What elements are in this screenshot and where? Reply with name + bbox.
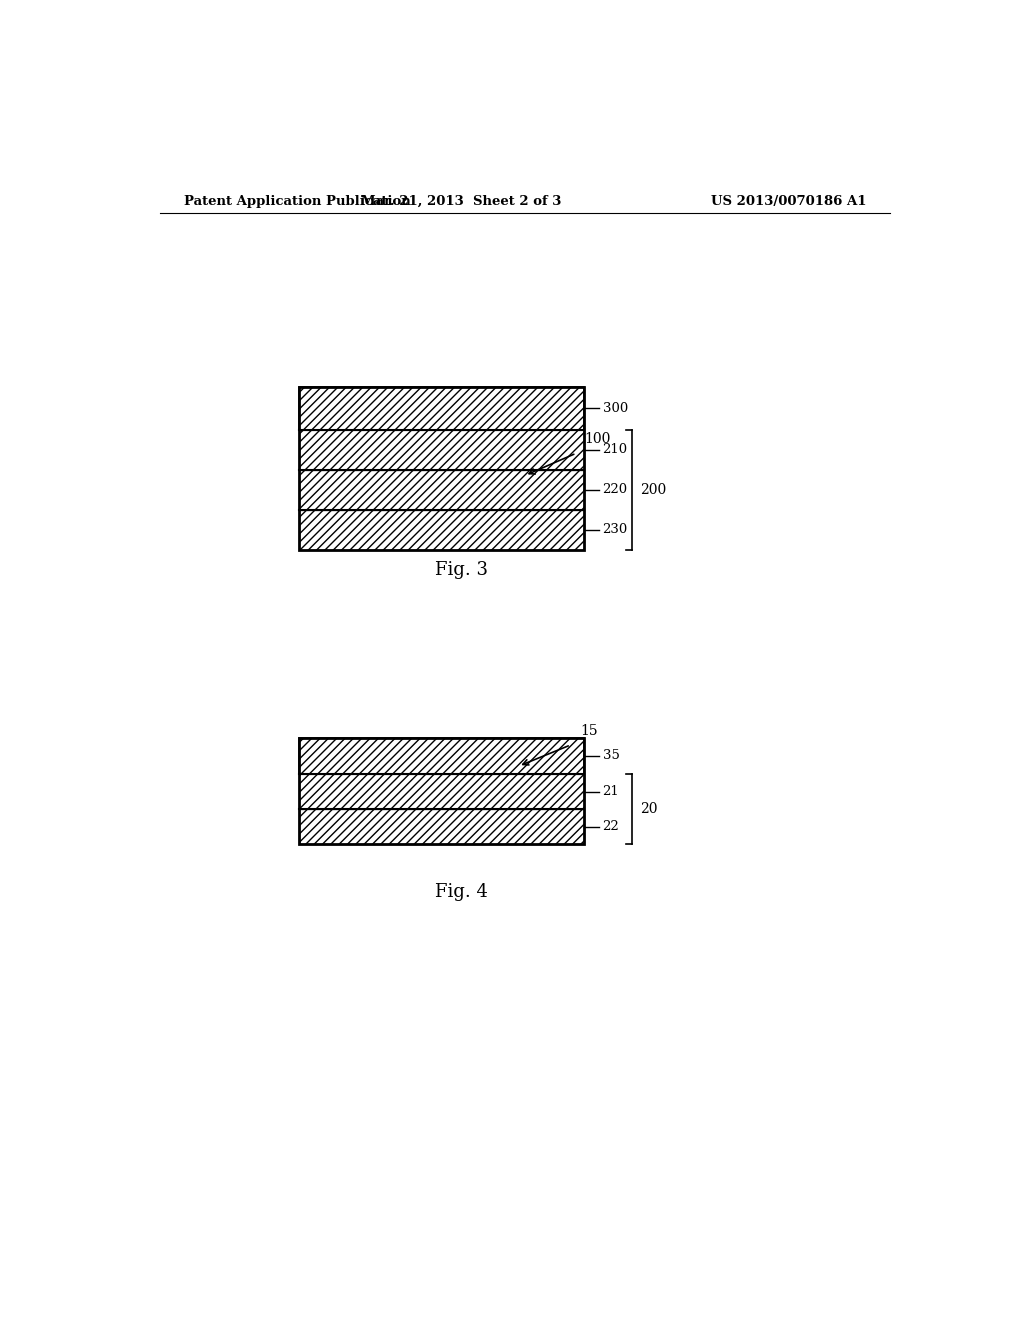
Bar — [299, 809, 585, 845]
Text: 15: 15 — [581, 723, 598, 738]
Bar — [299, 387, 585, 429]
Text: Fig. 3: Fig. 3 — [435, 561, 487, 579]
Text: Mar. 21, 2013  Sheet 2 of 3: Mar. 21, 2013 Sheet 2 of 3 — [361, 194, 561, 207]
Text: 22: 22 — [602, 820, 620, 833]
Text: 35: 35 — [602, 750, 620, 763]
Text: 200: 200 — [640, 483, 667, 496]
Bar — [299, 429, 585, 470]
Bar — [299, 738, 585, 845]
Text: Patent Application Publication: Patent Application Publication — [183, 194, 411, 207]
Text: 220: 220 — [602, 483, 628, 496]
Text: 20: 20 — [640, 803, 657, 816]
Text: 21: 21 — [602, 785, 620, 799]
Bar — [299, 738, 585, 774]
Bar — [299, 738, 585, 774]
Bar — [299, 470, 585, 510]
Bar — [299, 387, 585, 429]
Text: 210: 210 — [602, 444, 628, 457]
Text: 100: 100 — [585, 432, 610, 446]
Text: 300: 300 — [602, 401, 628, 414]
Bar — [299, 510, 585, 549]
Text: 230: 230 — [602, 523, 628, 536]
Bar — [299, 774, 585, 809]
Bar — [299, 510, 585, 549]
Bar — [299, 774, 585, 809]
Bar — [299, 387, 585, 549]
Bar — [299, 470, 585, 510]
Text: Fig. 4: Fig. 4 — [435, 883, 487, 902]
Bar — [299, 809, 585, 845]
Bar — [299, 429, 585, 470]
Text: US 2013/0070186 A1: US 2013/0070186 A1 — [711, 194, 866, 207]
